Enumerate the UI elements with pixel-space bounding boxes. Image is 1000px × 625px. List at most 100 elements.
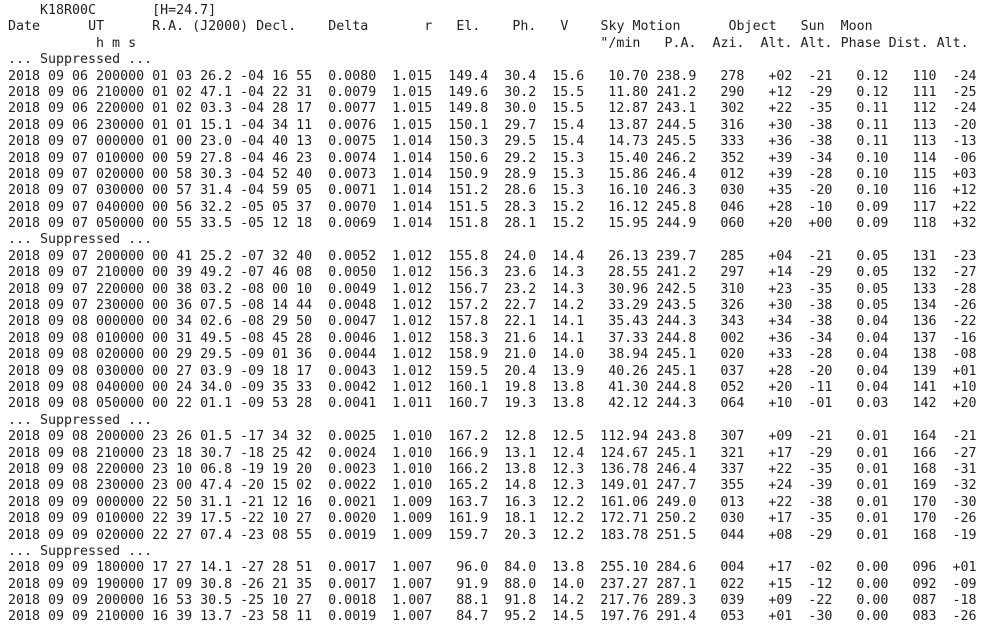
cell-moon-altitude: -27 bbox=[952, 265, 977, 281]
cell-r: 1.010 bbox=[392, 445, 433, 461]
cell-moon-phase: 0.10 bbox=[856, 166, 889, 182]
cell-elongation: 160.7 bbox=[448, 396, 489, 412]
cell-v-mag: 14.4 bbox=[552, 248, 585, 264]
cell-r: 1.010 bbox=[392, 461, 433, 477]
cell-sun-altitude: -22 bbox=[808, 593, 833, 609]
cell-phase-angle: 23.6 bbox=[504, 265, 537, 281]
cell-elongation: 91.9 bbox=[456, 576, 489, 592]
cell-object-azimuth: 044 bbox=[720, 527, 745, 543]
cell-object-altitude: +36 bbox=[768, 330, 793, 346]
cell-elongation: 160.1 bbox=[448, 379, 489, 395]
cell-v-mag: 12.2 bbox=[552, 494, 585, 510]
cell-sun-altitude: -29 bbox=[808, 84, 833, 100]
cell-moon-phase: 0.09 bbox=[856, 216, 889, 232]
cell-moon-altitude: +10 bbox=[952, 379, 977, 395]
cell-v-mag: 15.4 bbox=[552, 117, 585, 133]
cell-delta: 0.0022 bbox=[328, 478, 377, 494]
cell-sky-motion: 217.76 bbox=[600, 593, 649, 609]
cell-position-angle: 238.9 bbox=[656, 68, 697, 84]
cell-r: 1.014 bbox=[392, 216, 433, 232]
ephemeris-row: 2018 09 06 230000 01 01 15.1 -04 34 11 0.00… bbox=[8, 118, 1000, 134]
cell-r: 1.010 bbox=[392, 478, 433, 494]
cell-sky-motion: 255.10 bbox=[600, 560, 649, 576]
cell-object-altitude: +28 bbox=[768, 199, 793, 215]
cell-decl: -08 00 10 bbox=[240, 281, 313, 297]
cell-sun-altitude: -34 bbox=[808, 330, 833, 346]
cell-decl: -08 14 44 bbox=[240, 298, 313, 314]
cell-moon-phase: 0.05 bbox=[856, 298, 889, 314]
cell-moon-distance: 139 bbox=[912, 363, 937, 379]
cell-delta: 0.0048 bbox=[328, 298, 377, 314]
cell-date-ut: 2018 09 08 230000 bbox=[8, 478, 145, 494]
absolute-magnitude: [H=24.7] bbox=[152, 3, 217, 18]
cell-moon-phase: 0.05 bbox=[856, 248, 889, 264]
cell-phase-angle: 19.8 bbox=[504, 379, 537, 395]
cell-delta: 0.0050 bbox=[328, 265, 377, 281]
cell-elongation: 149.8 bbox=[448, 101, 489, 117]
cell-position-angle: 247.7 bbox=[656, 478, 697, 494]
cell-moon-altitude: -24 bbox=[952, 68, 977, 84]
cell-elongation: 167.2 bbox=[448, 429, 489, 445]
cell-moon-phase: 0.04 bbox=[856, 330, 889, 346]
cell-sky-motion: 124.67 bbox=[600, 445, 649, 461]
cell-delta: 0.0049 bbox=[328, 281, 377, 297]
cell-sun-altitude: -38 bbox=[808, 117, 833, 133]
cell-object-azimuth: 302 bbox=[720, 101, 745, 117]
cell-moon-distance: 115 bbox=[912, 166, 937, 182]
cell-delta: 0.0069 bbox=[328, 216, 377, 232]
cell-moon-distance: 168 bbox=[912, 527, 937, 543]
cell-moon-altitude: -16 bbox=[952, 330, 977, 346]
cell-moon-altitude: +01 bbox=[952, 363, 977, 379]
cell-moon-phase: 0.01 bbox=[856, 511, 889, 527]
cell-phase-angle: 21.0 bbox=[504, 347, 537, 363]
cell-moon-phase: 0.04 bbox=[856, 363, 889, 379]
cell-object-altitude: +10 bbox=[768, 396, 793, 412]
cell-object-altitude: +30 bbox=[768, 298, 793, 314]
cell-decl: -20 15 02 bbox=[240, 478, 313, 494]
cell-object-altitude: +22 bbox=[768, 461, 793, 477]
cell-elongation: 88.1 bbox=[456, 593, 489, 609]
cell-moon-distance: 170 bbox=[912, 511, 937, 527]
cell-date-ut: 2018 09 08 200000 bbox=[8, 429, 145, 445]
cell-date-ut: 2018 09 07 010000 bbox=[8, 150, 145, 166]
cell-moon-phase: 0.01 bbox=[856, 527, 889, 543]
cell-moon-distance: 170 bbox=[912, 494, 937, 510]
cell-object-azimuth: 310 bbox=[720, 281, 745, 297]
cell-r: 1.015 bbox=[392, 84, 433, 100]
cell-decl: -09 18 17 bbox=[240, 363, 313, 379]
cell-decl: -04 40 13 bbox=[240, 134, 313, 150]
ephemeris-row: 2018 09 08 220000 23 10 06.8 -19 19 20 0.00… bbox=[8, 462, 1000, 478]
cell-v-mag: 15.3 bbox=[552, 150, 585, 166]
cell-elongation: 158.3 bbox=[448, 330, 489, 346]
cell-r: 1.014 bbox=[392, 199, 433, 215]
cell-phase-angle: 88.0 bbox=[504, 576, 537, 592]
cell-ra: 00 24 34.0 bbox=[152, 379, 233, 395]
cell-moon-altitude: -26 bbox=[952, 511, 977, 527]
column-header-sky-motion: Sky Motion bbox=[600, 19, 681, 35]
cell-ra: 01 02 47.1 bbox=[152, 84, 233, 100]
ephemeris-row: 2018 09 07 040000 00 56 32.2 -05 05 37 0.00… bbox=[8, 200, 1000, 216]
cell-moon-distance: 137 bbox=[912, 330, 937, 346]
ephemeris-row: 2018 09 08 050000 00 22 01.1 -09 53 28 0.00… bbox=[8, 396, 1000, 412]
cell-sun-altitude: -29 bbox=[808, 445, 833, 461]
cell-object-altitude: +39 bbox=[768, 166, 793, 182]
cell-v-mag: 14.1 bbox=[552, 314, 585, 330]
cell-date-ut: 2018 09 07 050000 bbox=[8, 216, 145, 232]
cell-moon-phase: 0.12 bbox=[856, 68, 889, 84]
cell-ra: 17 09 30.8 bbox=[152, 576, 233, 592]
cell-position-angle: 289.3 bbox=[656, 593, 697, 609]
cell-sky-motion: 35.43 bbox=[608, 314, 649, 330]
cell-moon-altitude: +22 bbox=[952, 199, 977, 215]
cell-object-altitude: +20 bbox=[768, 216, 793, 232]
cell-sun-altitude: -38 bbox=[808, 298, 833, 314]
cell-moon-altitude: -06 bbox=[952, 150, 977, 166]
cell-elongation: 84.7 bbox=[456, 609, 489, 625]
cell-object-azimuth: 052 bbox=[720, 379, 745, 395]
cell-moon-altitude: -30 bbox=[952, 494, 977, 510]
cell-moon-altitude: -09 bbox=[952, 576, 977, 592]
cell-delta: 0.0080 bbox=[328, 68, 377, 84]
cell-position-angle: 244.5 bbox=[656, 117, 697, 133]
cell-r: 1.015 bbox=[392, 68, 433, 84]
cell-date-ut: 2018 09 07 030000 bbox=[8, 183, 145, 199]
